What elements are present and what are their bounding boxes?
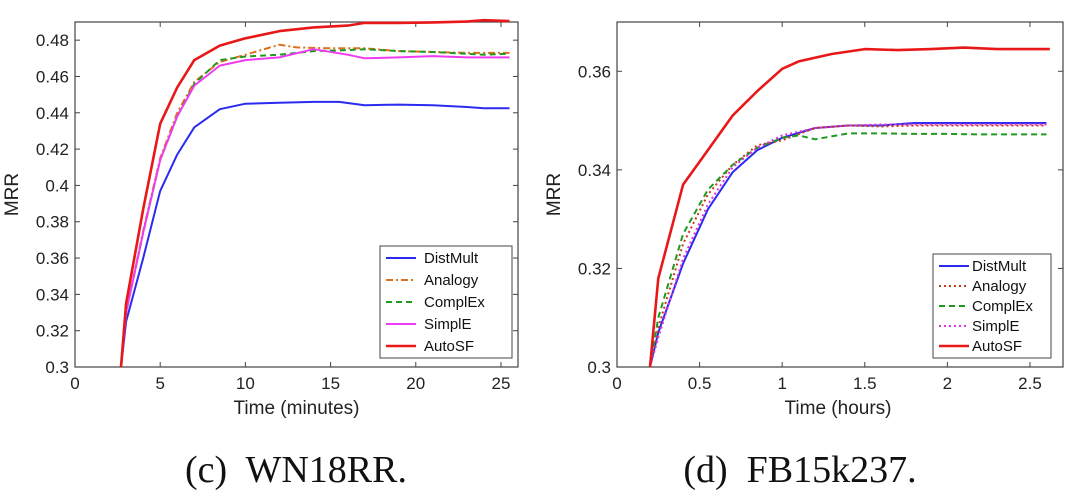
- legend-label-complex: ComplEx: [972, 298, 1033, 315]
- legend-label-complex: ComplEx: [424, 294, 485, 311]
- legend-label-autosf: AutoSF: [972, 338, 1022, 355]
- series-analogy: [649, 124, 1047, 368]
- x-axis-label: Time (hours): [785, 398, 892, 419]
- x-axis-label: Time (minutes): [234, 398, 360, 419]
- legend-label-distmult: DistMult: [972, 258, 1027, 275]
- y-tick-label: 0.44: [36, 104, 69, 123]
- y-tick-label: 0.48: [36, 31, 69, 50]
- series-simple: [120, 48, 510, 368]
- series-lines: [648, 46, 1050, 368]
- x-tick-label: 5: [155, 374, 164, 393]
- y-tick-label: 0.34: [36, 285, 69, 304]
- axis-ticks: 0 0.5 1 1.5 2 2.5 0.3 0.32 0.34 0.36: [578, 22, 1063, 393]
- series-simple: [649, 123, 1047, 368]
- y-tick-label: 0.3: [587, 358, 611, 377]
- series-autosf: [648, 46, 1050, 368]
- y-tick-label: 0.46: [36, 67, 69, 86]
- y-tick-label: 0.42: [36, 140, 69, 159]
- legend-label-simple: SimplE: [424, 316, 472, 333]
- legend-label-autosf: AutoSF: [424, 338, 474, 355]
- y-tick-label: 0.36: [578, 62, 611, 81]
- legend-label-analogy: Analogy: [424, 272, 479, 289]
- series-complex: [649, 132, 1047, 368]
- x-tick-label: 0.5: [688, 374, 712, 393]
- legend: DistMult Analogy ComplEx SimplE AutoSF: [379, 245, 513, 359]
- y-tick-label: 0.32: [36, 322, 69, 341]
- legend-label-distmult: DistMult: [424, 250, 479, 267]
- y-axis-label: MRR: [544, 173, 565, 216]
- chart-fb15k237: 0 0.5 1 1.5 2 2.5 0.3 0.32 0.34 0.36 Time (hours)…: [544, 21, 1064, 491]
- y-axis-label: MRR: [2, 173, 23, 216]
- y-tick-label: 0.4: [45, 176, 69, 195]
- x-tick-label: 2: [943, 374, 952, 393]
- caption: (c) WN18RR.: [185, 449, 407, 491]
- x-tick-label: 10: [236, 374, 255, 393]
- y-tick-label: 0.38: [36, 213, 69, 232]
- legend: DistMult Analogy ComplEx SimplE AutoSF: [932, 253, 1052, 359]
- legend-label-simple: SimplE: [972, 318, 1020, 335]
- x-tick-label: 2.5: [1018, 374, 1042, 393]
- y-tick-label: 0.34: [578, 161, 611, 180]
- x-tick-label: 1.5: [853, 374, 877, 393]
- y-tick-label: 0.32: [578, 259, 611, 278]
- x-tick-label: 25: [492, 374, 511, 393]
- x-tick-label: 15: [321, 374, 340, 393]
- plot-frame: [616, 21, 1064, 368]
- y-tick-label: 0.3: [45, 358, 69, 377]
- series-lines: [119, 18, 510, 368]
- caption: (d) FB15k237.: [683, 449, 916, 491]
- series-distmult: [120, 100, 510, 368]
- x-tick-label: 0: [70, 374, 79, 393]
- chart-wn18rr: 0 5 10 15 20 25 0.3 0.32 0.34 0.36 0.38 0.4 0.42 0.44…: [2, 18, 519, 491]
- legend-label-analogy: Analogy: [972, 278, 1027, 295]
- y-tick-label: 0.36: [36, 249, 69, 268]
- series-autosf: [119, 18, 510, 368]
- x-tick-label: 20: [406, 374, 425, 393]
- series-complex: [120, 48, 510, 368]
- plot-frame: [74, 21, 519, 368]
- x-tick-label: 1: [777, 374, 786, 393]
- x-tick-label: 0: [612, 374, 621, 393]
- axis-ticks: 0 5 10 15 20 25 0.3 0.32 0.34 0.36 0.38 0.4 0.42 0.44…: [36, 22, 518, 393]
